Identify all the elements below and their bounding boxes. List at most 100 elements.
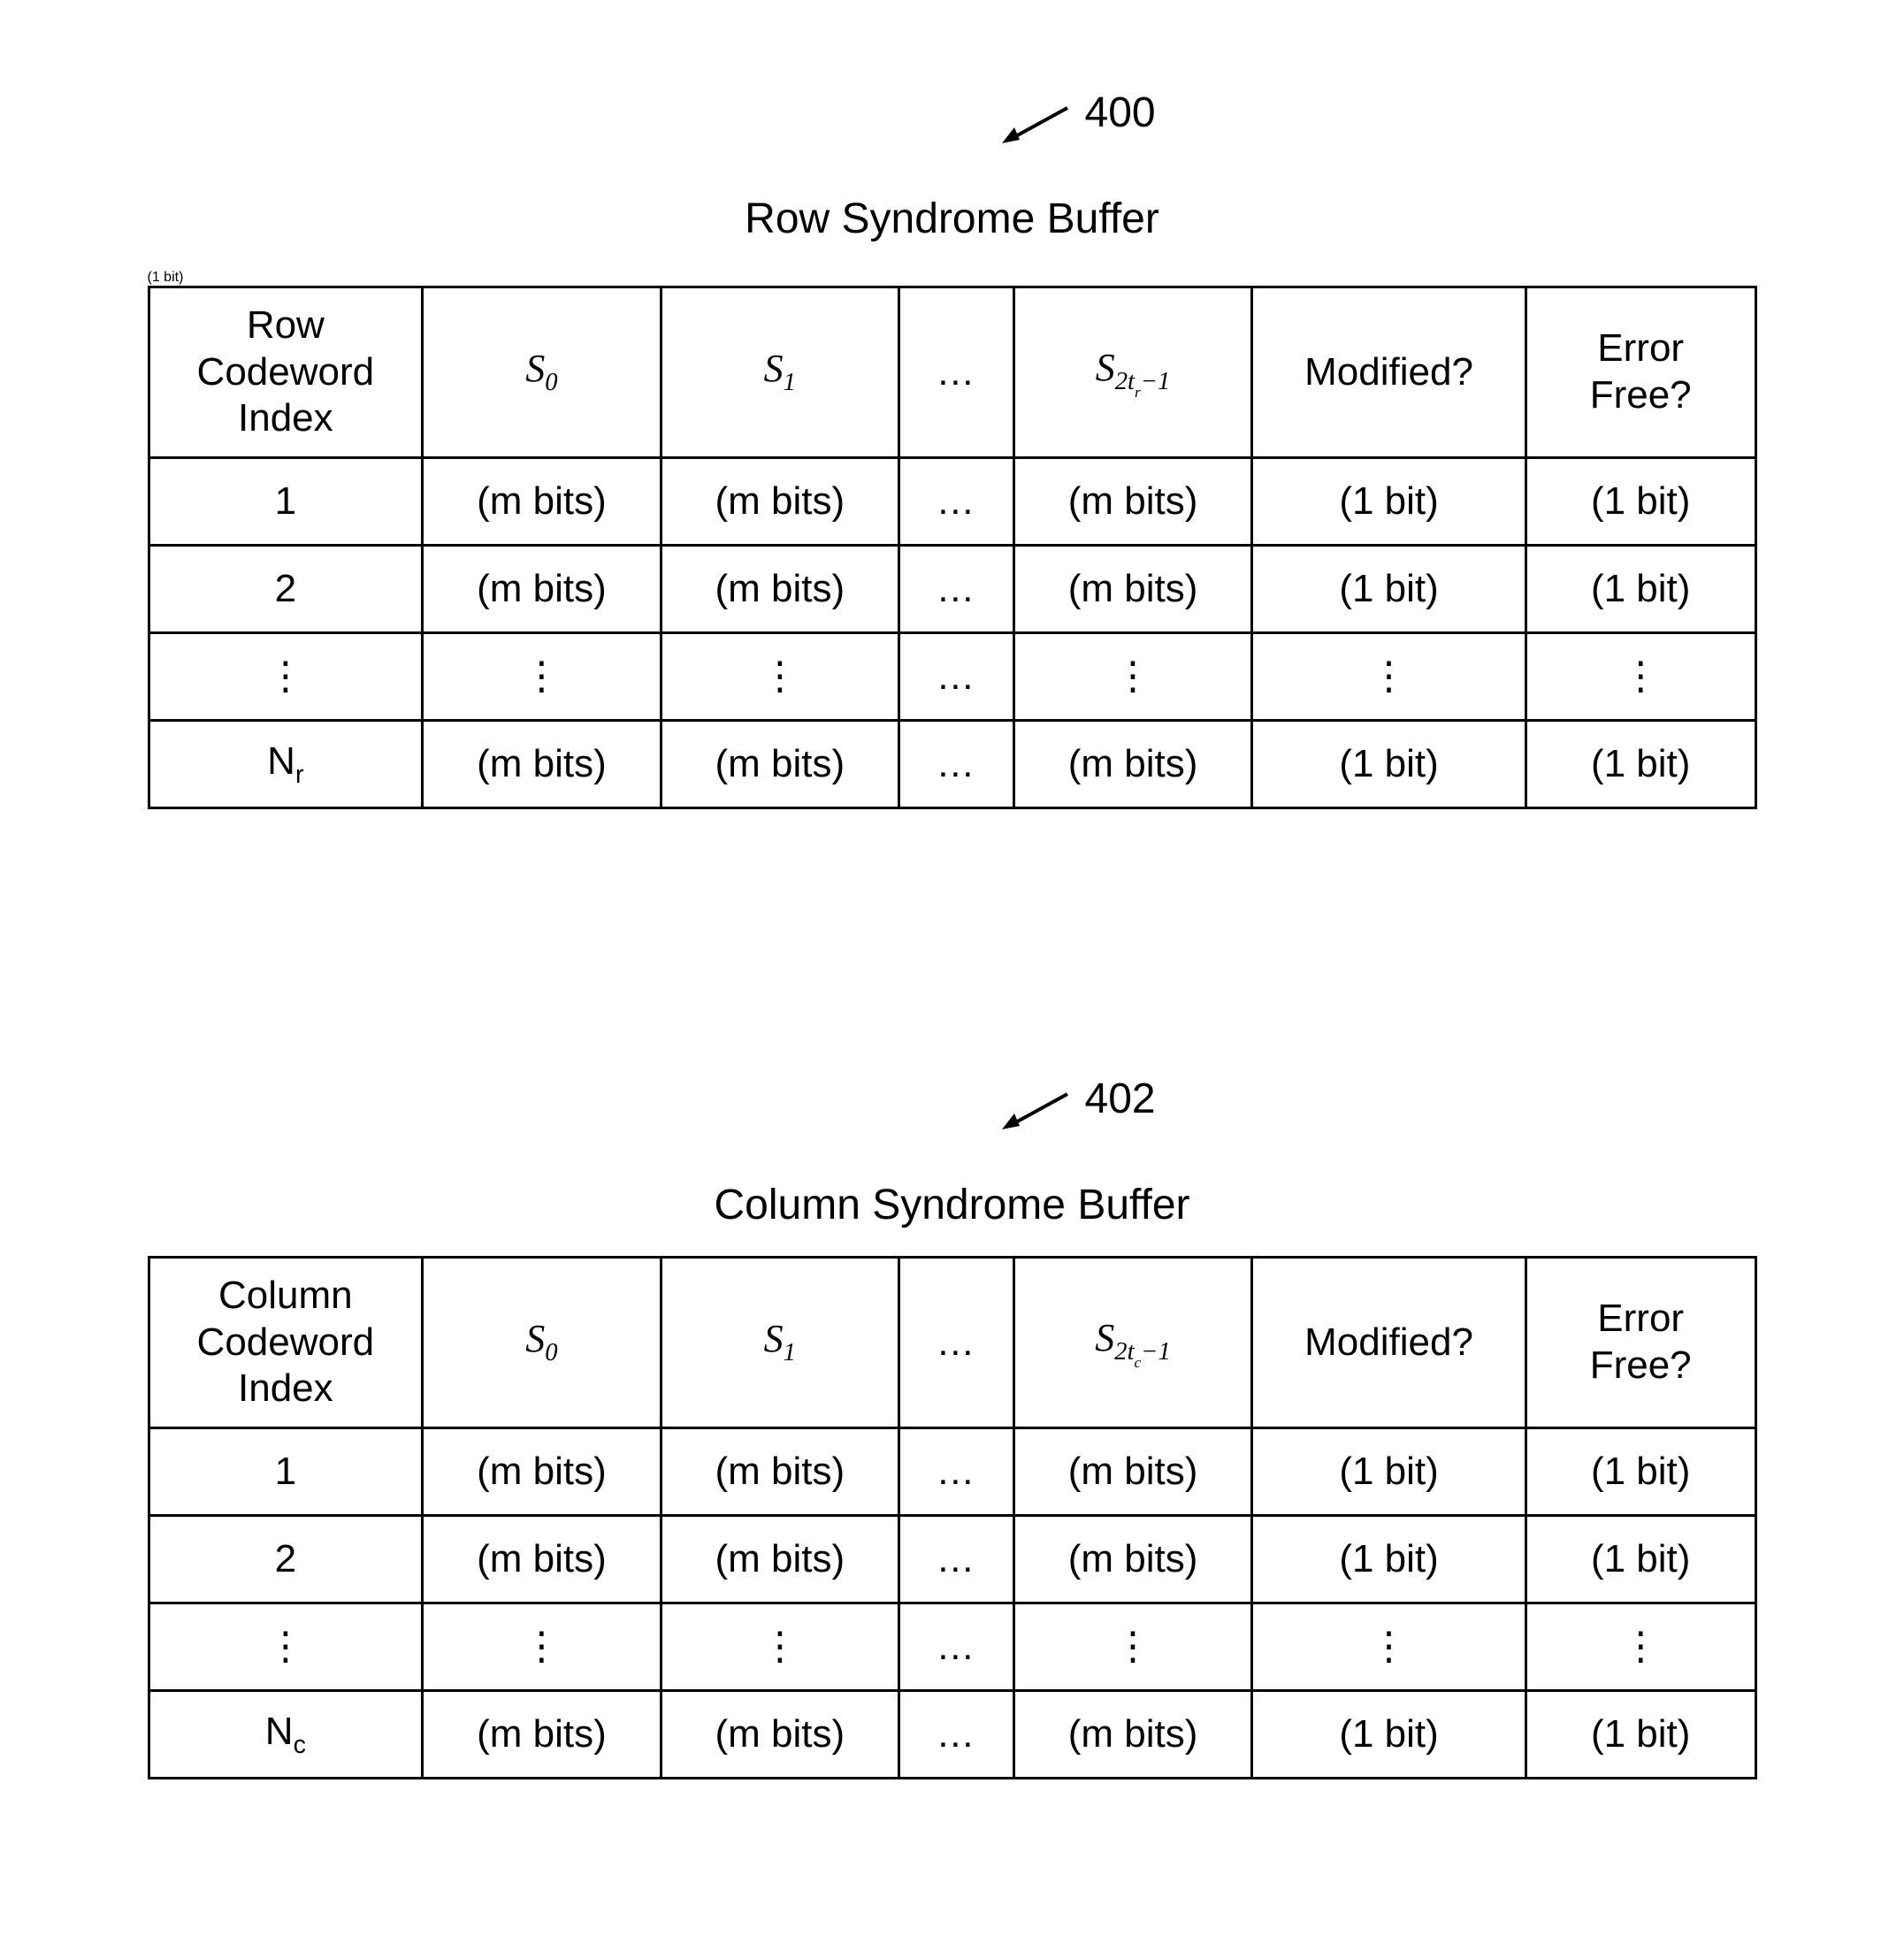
header-slast-sym: S	[1095, 1316, 1114, 1359]
cell-mod: (1 bit)	[1252, 1691, 1526, 1779]
cell-mod: ⋮	[1252, 633, 1526, 721]
table-row: 2 (m bits) (m bits) … (m bits) (1 bit) (…	[149, 546, 1755, 633]
table-header-row: Column Codeword Index S0 S1 … S2tc−1 Mod…	[149, 1258, 1755, 1428]
cell-dots-text: …	[936, 479, 976, 523]
header-modified: Modified?	[1252, 287, 1526, 458]
header-index-line2: Codeword	[197, 350, 375, 394]
vdots: ⋮	[1113, 654, 1152, 698]
vdots: ⋮	[266, 1625, 305, 1668]
header-s0-sym: S	[525, 347, 545, 390]
header-index: Row Codeword Index	[149, 287, 423, 458]
cell-mod: (1 bit)	[1252, 721, 1526, 808]
header-slast-prefix: 2t	[1114, 1338, 1134, 1366]
header-slast: S2tr−1	[1013, 287, 1251, 458]
cell-dots: …	[899, 633, 1014, 721]
header-modified: Modified?	[1252, 1258, 1526, 1428]
cell-idx: ⋮	[149, 633, 423, 721]
header-s0-sym: S	[525, 1317, 545, 1360]
cell-s1: (m bits)	[661, 721, 898, 808]
header-slast: S2tc−1	[1013, 1258, 1251, 1428]
vdots: ⋮	[266, 654, 305, 698]
last-row-sym: N	[267, 739, 295, 783]
table-row: ⋮ ⋮ ⋮ … ⋮ ⋮ ⋮	[149, 633, 1755, 721]
col-buffer-ref-container: 402	[148, 1057, 1757, 1163]
cell-dots-text: …	[936, 742, 976, 785]
cell-mod: (1 bit)	[1252, 1428, 1526, 1516]
header-dots: …	[899, 287, 1014, 458]
header-index-line3: Index	[238, 396, 333, 440]
col-buffer-title: Column Syndrome Buffer	[148, 1181, 1757, 1229]
last-row-sub: r	[295, 761, 304, 789]
ref-arrow-icon	[997, 97, 1076, 150]
header-s1-sub: 1	[784, 369, 796, 396]
table-header-row: Row Codeword Index S0 S1 … S2tr−1 Modifi…	[149, 287, 1755, 458]
header-err-line1: Error	[1597, 326, 1684, 370]
header-s1-sub: 1	[784, 1339, 796, 1366]
ref-arrow-icon	[997, 1083, 1076, 1136]
cell-idx: Nc	[149, 1691, 423, 1779]
cell-mod: ⋮	[1252, 1603, 1526, 1691]
cell-s1: ⋮	[661, 1603, 898, 1691]
header-slast-prefix: 2t	[1115, 368, 1135, 395]
header-dots: …	[899, 1258, 1014, 1428]
cell-err: (1 bit)	[1525, 458, 1755, 546]
cell-s1: (m bits)	[661, 1516, 898, 1603]
header-slast-subsub: c	[1135, 1354, 1142, 1371]
cell-slast: (m bits)	[1013, 1516, 1251, 1603]
vdots: ⋮	[1370, 654, 1409, 698]
cell-dots: …	[899, 1428, 1014, 1516]
cell-s0: (m bits)	[423, 546, 661, 633]
header-index-line2: Codeword	[197, 1320, 375, 1364]
cell-idx: 1	[149, 458, 423, 546]
header-index-line1: Column	[218, 1274, 353, 1317]
cell-slast: (m bits)	[1013, 1691, 1251, 1779]
cell-dots-text: …	[936, 1450, 976, 1493]
cell-s0: (m bits)	[423, 1516, 661, 1603]
cell-err: (1 bit)	[1525, 1428, 1755, 1516]
cell-slast: (m bits)	[1013, 546, 1251, 633]
cell-idx: 2	[149, 546, 423, 633]
cell-s0: ⋮	[423, 1603, 661, 1691]
cell-err: (1 bit)	[1525, 546, 1755, 633]
header-index-line3: Index	[238, 1366, 333, 1410]
cell-err: (1 bit)	[148, 270, 184, 285]
last-row-sym: N	[265, 1710, 294, 1753]
vdots: ⋮	[1113, 1625, 1152, 1668]
vdots: ⋮	[1621, 654, 1660, 698]
vdots: ⋮	[761, 654, 799, 698]
row-buffer-ref-container: 400	[148, 71, 1757, 177]
cell-slast: (m bits)	[1013, 1428, 1251, 1516]
header-s0: S0	[423, 1258, 661, 1428]
cell-dots-text: …	[936, 1712, 976, 1756]
cell-idx: Nr	[149, 721, 423, 808]
vdots: ⋮	[1370, 1625, 1409, 1668]
vdots: ⋮	[522, 654, 561, 698]
cell-dots-text: …	[936, 654, 976, 698]
header-err-line2: Free?	[1590, 1343, 1692, 1387]
cell-s1: ⋮	[661, 633, 898, 721]
header-slast-sym: S	[1096, 346, 1115, 389]
table-row: Nc (m bits) (m bits) … (m bits) (1 bit) …	[149, 1691, 1755, 1779]
row-buffer-ref-number: 400	[1085, 88, 1156, 137]
header-dots-text: …	[936, 1320, 976, 1364]
table-row: Nr (m bits) (m bits) … (m bits) (1 bit) …	[149, 721, 1755, 808]
cell-s1: (m bits)	[661, 1691, 898, 1779]
cell-dots-text: …	[936, 567, 976, 610]
cell-s0: (m bits)	[423, 1691, 661, 1779]
cell-s1: (m bits)	[661, 1428, 898, 1516]
header-index-line1: Row	[247, 303, 325, 347]
table-row: 1 (m bits) (m bits) … (m bits) (1 bit) (…	[149, 1428, 1755, 1516]
cell-err: (1 bit)	[1525, 1516, 1755, 1603]
header-slast-subsub: r	[1135, 384, 1141, 401]
column-syndrome-buffer-table: Column Codeword Index S0 S1 … S2tc−1 Mod…	[148, 1256, 1757, 1779]
header-error-free: Error Free?	[1525, 287, 1755, 458]
header-dots-text: …	[936, 350, 976, 394]
header-slast-suffix: −1	[1141, 1338, 1171, 1366]
cell-dots: …	[899, 1516, 1014, 1603]
header-s1-sym: S	[764, 1317, 784, 1360]
cell-err: ⋮	[1525, 633, 1755, 721]
column-syndrome-buffer-figure: 402 Column Syndrome Buffer Column Codewo…	[148, 1057, 1757, 1779]
vdots: ⋮	[1621, 1625, 1660, 1668]
cell-dots: …	[899, 546, 1014, 633]
cell-dots: …	[899, 458, 1014, 546]
